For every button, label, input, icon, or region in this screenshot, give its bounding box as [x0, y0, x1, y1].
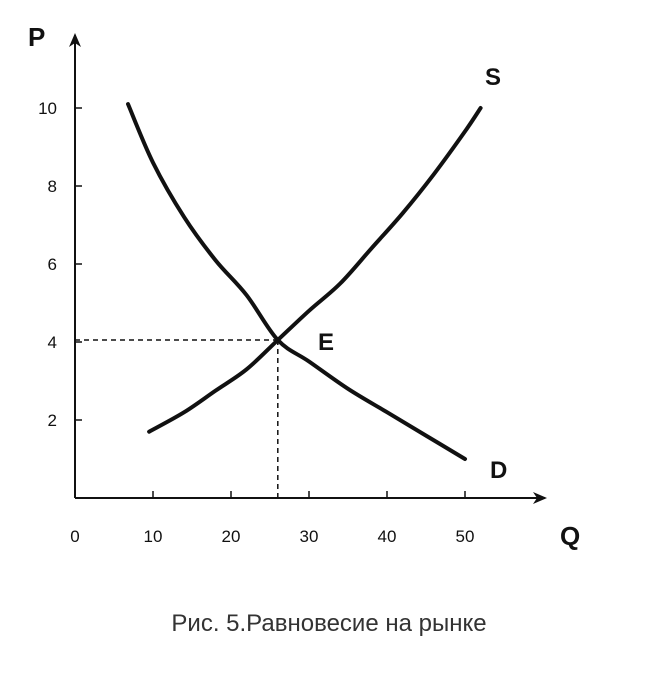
x-tick-label: 50 [456, 527, 475, 546]
x-tick-label: 20 [222, 527, 241, 546]
y-axis-label: P [28, 22, 45, 52]
y-tick-label: 10 [38, 99, 57, 118]
supply-curve-label: S [485, 64, 501, 91]
x-tick-label: 40 [378, 527, 397, 546]
market-equilibrium-chart: 0 10 20 30 40 50 2 4 6 8 10 P Q S D E [28, 22, 580, 551]
y-tick-label: 6 [48, 255, 57, 274]
equilibrium-label: E [318, 329, 334, 356]
y-axis-ticks: 2 4 6 8 10 [38, 99, 82, 430]
x-tick-label: 0 [70, 527, 79, 546]
x-tick-label: 10 [144, 527, 163, 546]
x-axis-label: Q [560, 521, 580, 551]
figure-caption: Рис. 5.Равновесие на рынке [171, 610, 487, 637]
supply-curve [147, 106, 483, 434]
demand-curve [126, 102, 467, 461]
y-tick-label: 8 [48, 177, 57, 196]
y-tick-label: 4 [48, 333, 57, 352]
x-tick-label: 30 [300, 527, 319, 546]
x-axis-ticks: 0 10 20 30 40 50 [70, 491, 474, 546]
y-tick-label: 2 [48, 411, 57, 430]
demand-curve-label: D [490, 457, 507, 484]
